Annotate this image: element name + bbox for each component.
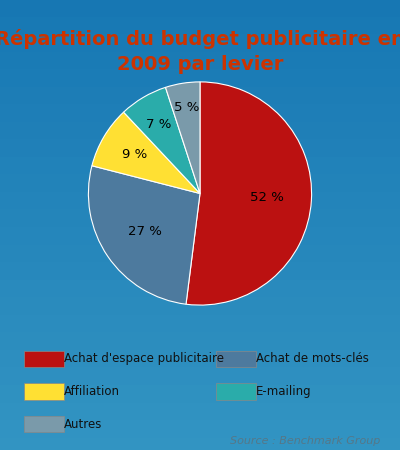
Text: 52 %: 52 % xyxy=(250,191,284,204)
Text: 7 %: 7 % xyxy=(146,118,172,131)
Bar xyxy=(24,351,64,367)
Text: Achat d'espace publicitaire: Achat d'espace publicitaire xyxy=(64,352,224,365)
Wedge shape xyxy=(88,166,200,304)
Bar xyxy=(24,416,64,432)
Wedge shape xyxy=(166,82,200,194)
Bar xyxy=(216,383,256,400)
Bar xyxy=(24,383,64,400)
Bar xyxy=(216,351,256,367)
Text: Source : Benchmark Group: Source : Benchmark Group xyxy=(230,436,380,446)
Text: 27 %: 27 % xyxy=(128,225,162,238)
Text: 5 %: 5 % xyxy=(174,101,199,114)
Wedge shape xyxy=(92,112,200,194)
Text: Répartition du budget publicitaire en
2009 par levier: Répartition du budget publicitaire en 20… xyxy=(0,29,400,74)
Text: Autres: Autres xyxy=(64,418,102,431)
Wedge shape xyxy=(186,82,312,305)
Text: Achat de mots-clés: Achat de mots-clés xyxy=(256,352,369,365)
Text: E-mailing: E-mailing xyxy=(256,385,312,398)
Wedge shape xyxy=(124,87,200,194)
Text: 9 %: 9 % xyxy=(122,148,147,162)
Text: Affiliation: Affiliation xyxy=(64,385,120,398)
